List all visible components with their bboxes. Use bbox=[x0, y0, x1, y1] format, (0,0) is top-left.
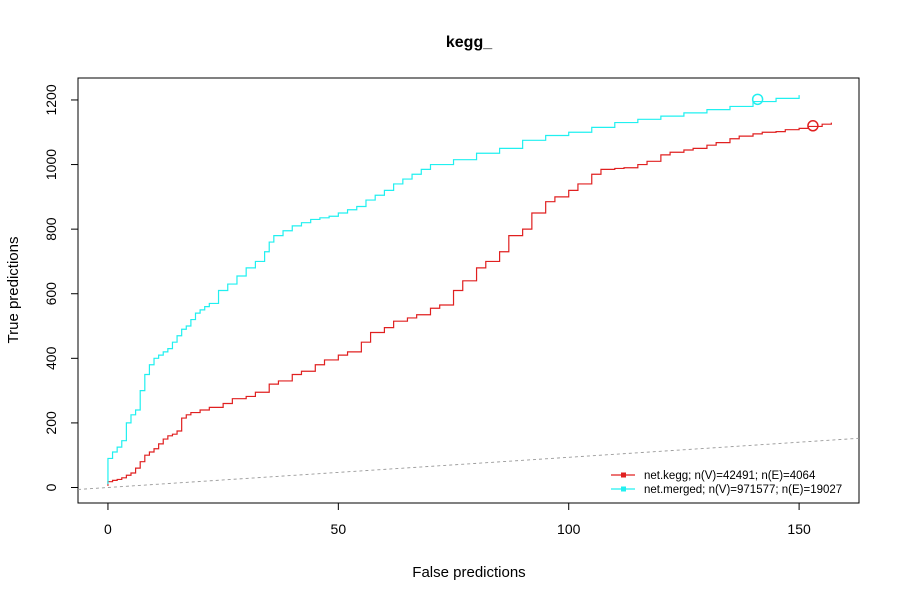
legend: net.kegg; n(V)=42491; n(E)=4064 net.merge… bbox=[611, 470, 842, 496]
legend-marker-0 bbox=[621, 472, 626, 478]
x-axis-title: False predictions bbox=[412, 564, 525, 581]
y-tick-label: 1200 bbox=[43, 84, 59, 115]
y-axis-title: True predictions bbox=[5, 237, 22, 344]
highlight-point bbox=[807, 120, 819, 132]
series-layer bbox=[107, 95, 832, 486]
plot-frame bbox=[77, 77, 860, 504]
chart-title: kegg_ bbox=[446, 34, 493, 51]
legend-label-0: net.kegg; n(V)=42491; n(E)=4064 bbox=[644, 470, 816, 482]
y-tick-label: 0 bbox=[43, 483, 59, 491]
x-tick-label: 100 bbox=[557, 521, 581, 537]
series-line-1 bbox=[107, 95, 800, 485]
x-axis: 0 50 100 150 bbox=[104, 502, 811, 537]
y-tick-label: 800 bbox=[43, 217, 59, 241]
legend-marker-1 bbox=[621, 486, 626, 492]
random-baseline bbox=[77, 437, 860, 490]
legend-label-1: net.merged; n(V)=971577; n(E)=19027 bbox=[644, 484, 842, 496]
highlight-markers bbox=[751, 93, 819, 132]
y-tick-label: 400 bbox=[43, 346, 59, 370]
y-tick-label: 200 bbox=[43, 411, 59, 435]
x-tick-label: 0 bbox=[104, 521, 112, 537]
series-line-0 bbox=[107, 122, 832, 486]
y-tick-label: 1000 bbox=[43, 149, 59, 180]
y-axis: 0 200 400 600 800 1000 1200 bbox=[43, 84, 79, 491]
x-tick-label: 50 bbox=[331, 521, 347, 537]
x-tick-label: 150 bbox=[787, 521, 811, 537]
y-tick-label: 600 bbox=[43, 282, 59, 306]
highlight-point bbox=[751, 93, 764, 106]
random-baseline-line bbox=[77, 437, 860, 490]
